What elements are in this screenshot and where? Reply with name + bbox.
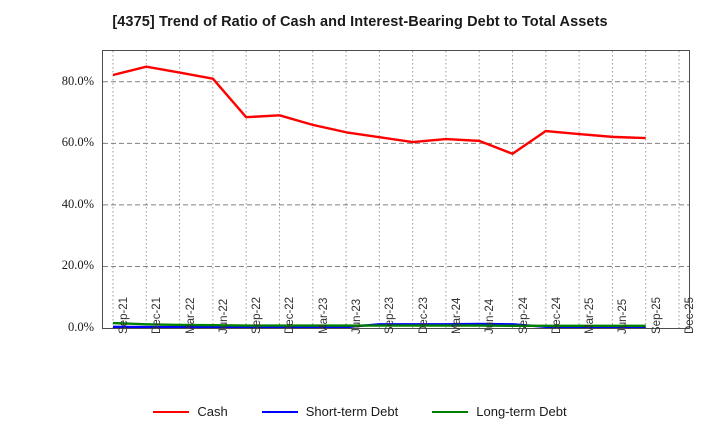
x-tick-label: Jun-25: [617, 299, 629, 334]
plot-svg: [103, 51, 689, 328]
y-tick-label: 0.0%: [67, 320, 94, 334]
series-line-cash: [112, 65, 646, 155]
legend-label: Cash: [197, 404, 228, 419]
series-line-long-term-debt: [112, 321, 646, 328]
x-tick-label: Sep-25: [651, 297, 663, 334]
x-tick-label: Mar-22: [185, 298, 197, 334]
chart-title: [4375] Trend of Ratio of Cash and Intere…: [112, 14, 608, 30]
x-tick-label: Mar-25: [584, 298, 596, 334]
x-tick-label: Dec-22: [284, 297, 296, 334]
x-tick-label: Jun-23: [351, 299, 363, 334]
y-tick-label: 20.0%: [61, 258, 94, 273]
y-tick-label: 60.0%: [61, 135, 94, 150]
x-tick-label: Dec-24: [551, 297, 563, 334]
x-tick-label: Sep-21: [118, 297, 130, 334]
x-gridlines: [112, 51, 680, 328]
legend-swatch-icon: [432, 410, 469, 413]
x-tick-label: Sep-22: [251, 297, 263, 334]
legend-item[interactable]: Cash: [153, 404, 228, 419]
x-tick-label: Mar-24: [451, 298, 463, 334]
x-tick-label: Sep-24: [518, 297, 530, 334]
y-tick-label: 40.0%: [61, 196, 94, 211]
legend-label: Short-term Debt: [305, 404, 399, 419]
y-gridlines: [103, 81, 689, 267]
series-lines: [112, 65, 646, 328]
x-tick-label: Jun-22: [218, 299, 230, 334]
legend-swatch-icon: [153, 410, 190, 413]
plot-area: [102, 50, 690, 329]
x-tick-label: Dec-21: [151, 297, 163, 334]
y-tick-label: 80.0%: [61, 73, 94, 88]
x-tick-label: Sep-23: [384, 297, 396, 334]
x-tick-label: Jun-24: [484, 299, 496, 334]
x-tick-label: Dec-23: [418, 297, 430, 334]
legend-swatch-icon: [261, 410, 298, 413]
x-tick-label: Dec-25: [684, 296, 696, 334]
chart-legend: Cash Short-term Debt Long-term Debt: [0, 404, 720, 419]
legend-item[interactable]: Short-term Debt: [261, 404, 399, 419]
legend-label: Long-term Debt: [476, 404, 567, 419]
legend-item[interactable]: Long-term Debt: [432, 404, 567, 419]
x-tick-label: Mar-23: [318, 298, 330, 334]
